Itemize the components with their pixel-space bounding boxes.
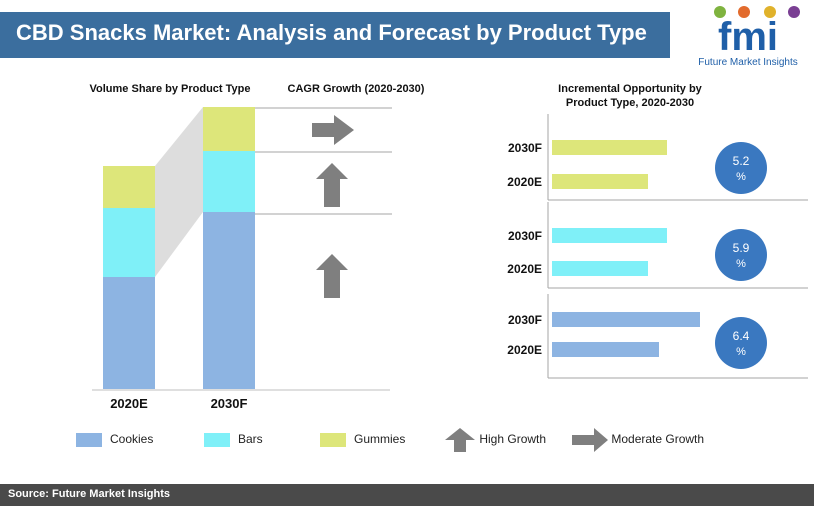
legend-swatch-cookies bbox=[76, 432, 102, 447]
legend-label-gummies: Gummies bbox=[354, 432, 406, 446]
cagr-circle-gummies bbox=[715, 142, 767, 194]
legend-moderate-growth: Moderate Growth bbox=[572, 428, 704, 452]
legend-gummies: Gummies bbox=[320, 432, 405, 447]
bar-cookies-2020e bbox=[103, 277, 155, 389]
bar-gummies-2020e bbox=[103, 166, 155, 208]
hbar-cookies-2020e bbox=[552, 342, 659, 357]
logo-wordmark: fmi bbox=[718, 15, 778, 59]
company-logo: fmi Future Market Insights bbox=[686, 4, 810, 68]
legend-swatch-bars bbox=[204, 432, 230, 447]
logo-dot-orange bbox=[738, 6, 750, 18]
hbar-label-gummies-2030f: 2030F bbox=[508, 141, 542, 155]
hbar-label-bars-2030f: 2030F bbox=[508, 229, 542, 243]
cagr-unit-gummies: % bbox=[736, 171, 746, 183]
legend-label-moderate-growth: Moderate Growth bbox=[611, 432, 705, 447]
page-title: CBD Snacks Market: Analysis and Forecast… bbox=[16, 20, 647, 45]
stack-connector bbox=[155, 107, 203, 277]
hbar-label-bars-2020e: 2020E bbox=[507, 262, 542, 276]
hbar-cookies-2030f bbox=[552, 312, 700, 327]
cagr-unit-bars: % bbox=[736, 258, 746, 270]
legend-cookies: Cookies bbox=[76, 432, 153, 447]
cagr-value-bars: 5.9 bbox=[733, 241, 750, 255]
legend-label-cookies: Cookies bbox=[110, 432, 154, 446]
hbar-label-cookies-2020e: 2020E bbox=[507, 343, 542, 357]
high-growth-arrow-bars bbox=[316, 163, 348, 207]
hbar-gummies-2020e bbox=[552, 174, 648, 189]
legend-label-high-growth: High Growth bbox=[479, 432, 547, 447]
hbar-bars-2030f bbox=[552, 228, 667, 243]
footer-band bbox=[0, 484, 814, 506]
category-label-2030f: 2030F bbox=[211, 396, 248, 411]
logo-dot-yellow bbox=[764, 6, 776, 18]
logo-subtitle: Future Market Insights bbox=[698, 57, 797, 68]
header-band bbox=[0, 12, 670, 58]
bar-bars-2020e bbox=[103, 208, 155, 277]
hbar-bars-2020e bbox=[552, 261, 648, 276]
legend-high-growth: High Growth bbox=[444, 428, 546, 452]
source-note: Source: Future Market Insights bbox=[8, 488, 170, 500]
category-label-2020e: 2020E bbox=[110, 396, 148, 411]
high-growth-arrow-cookies bbox=[316, 254, 348, 298]
bar-bars-2030f bbox=[203, 151, 255, 212]
logo-dot-green bbox=[714, 6, 726, 18]
cagr-circle-bars bbox=[715, 229, 767, 281]
moderate-growth-arrow-gummies bbox=[312, 115, 354, 145]
legend-bars: Bars bbox=[204, 432, 263, 447]
incremental-title-line2: Product Type, 2020-2030 bbox=[565, 97, 695, 109]
cagr-title: CAGR Growth (2020-2030) bbox=[287, 83, 425, 95]
hbar-label-gummies-2020e: 2020E bbox=[507, 175, 542, 189]
hbar-gummies-2030f bbox=[552, 140, 667, 155]
bar-gummies-2030f bbox=[203, 107, 255, 151]
volume-share-title: Volume Share by Product Type bbox=[89, 83, 251, 95]
cagr-value-cookies: 6.4 bbox=[733, 329, 750, 343]
hbar-label-cookies-2030f: 2030F bbox=[508, 313, 542, 327]
cagr-unit-cookies: % bbox=[736, 346, 746, 358]
cagr-value-gummies: 5.2 bbox=[733, 154, 750, 168]
legend-label-bars: Bars bbox=[238, 432, 263, 446]
legend-swatch-gummies bbox=[320, 432, 346, 447]
cagr-circle-cookies bbox=[715, 317, 767, 369]
up-arrow-icon bbox=[445, 428, 475, 452]
incremental-title-line1: Incremental Opportunity by bbox=[558, 83, 702, 95]
logo-dot-purple bbox=[788, 6, 800, 18]
right-arrow-icon bbox=[572, 428, 608, 452]
bar-cookies-2030f bbox=[203, 212, 255, 389]
